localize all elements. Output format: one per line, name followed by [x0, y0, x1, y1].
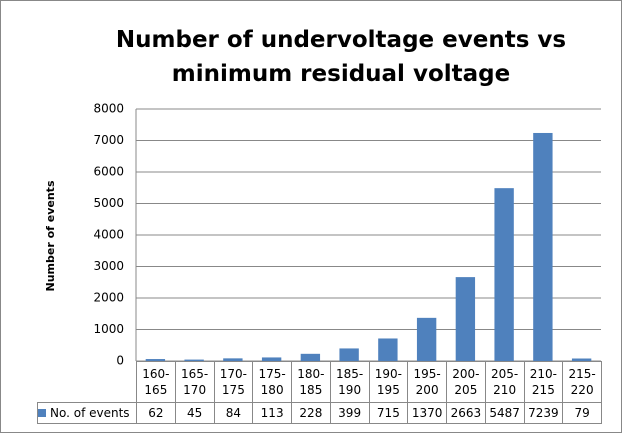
- x-tick-label: 180-185: [291, 361, 331, 403]
- bar: [533, 132, 553, 361]
- x-tick-label: 185-190: [329, 361, 370, 403]
- bar: [378, 338, 398, 361]
- bar: [300, 353, 321, 361]
- data-label: 7239: [523, 402, 564, 424]
- y-tick-label: 6000: [93, 165, 124, 179]
- y-tick-label: 7000: [93, 133, 124, 147]
- data-label: 228: [291, 402, 331, 424]
- y-tick-label: 5000: [93, 196, 124, 210]
- x-tick-label: 170-175: [213, 361, 254, 403]
- y-tick-label: 0: [116, 354, 124, 368]
- y-tick-label: 1000: [93, 322, 124, 336]
- y-tick-label: 8000: [93, 102, 124, 116]
- data-label: 715: [368, 402, 409, 424]
- legend-entry: No. of events: [37, 402, 137, 424]
- bar: [223, 358, 243, 361]
- data-label: 5487: [484, 402, 525, 424]
- y-tick-label: 4000: [93, 228, 124, 242]
- data-label: 399: [329, 402, 370, 424]
- x-tick-label: 165-170: [174, 361, 215, 403]
- category-row: 160-165 165-170 170-175 175-180 180-185 185-1…: [37, 361, 602, 403]
- data-label: 113: [252, 402, 292, 424]
- bar: [571, 358, 592, 361]
- bar: [416, 317, 437, 361]
- data-label: 45: [174, 402, 215, 424]
- y-tick-label: 2000: [93, 291, 124, 305]
- x-tick-label: 175-180: [252, 361, 292, 403]
- x-tick-label: 215-220: [562, 361, 602, 403]
- data-label: 1370: [407, 402, 447, 424]
- bar: [455, 277, 476, 361]
- x-tick-label: 200-205: [446, 361, 486, 403]
- x-tick-label: 160-165: [136, 361, 176, 403]
- x-tick-label: 195-200: [407, 361, 447, 403]
- data-label: 2663: [446, 402, 486, 424]
- legend-label: No. of events: [50, 406, 130, 420]
- x-tick-label: 205-210: [484, 361, 525, 403]
- bar: [261, 357, 282, 361]
- bar: [494, 188, 514, 361]
- data-label: 62: [136, 402, 176, 424]
- bar: [184, 359, 204, 361]
- x-tick-label: 210-215: [523, 361, 564, 403]
- x-tick-label: 190-195: [368, 361, 409, 403]
- data-table: 160-165 165-170 170-175 175-180 180-185 185-1…: [37, 361, 602, 424]
- y-tick-label: 3000: [93, 259, 124, 273]
- bar: [339, 348, 359, 361]
- bar: [145, 359, 166, 361]
- legend-swatch: [38, 409, 46, 417]
- data-label: 84: [213, 402, 254, 424]
- chart-title: Number of undervoltage events vs minimum…: [115, 27, 567, 87]
- data-label: 79: [562, 402, 602, 424]
- table-corner: [37, 361, 137, 403]
- value-row: No. of events 62 45 84 113 228 399 715 1370 2663 5…: [37, 402, 602, 424]
- y-axis-label: Number of events: [44, 180, 57, 291]
